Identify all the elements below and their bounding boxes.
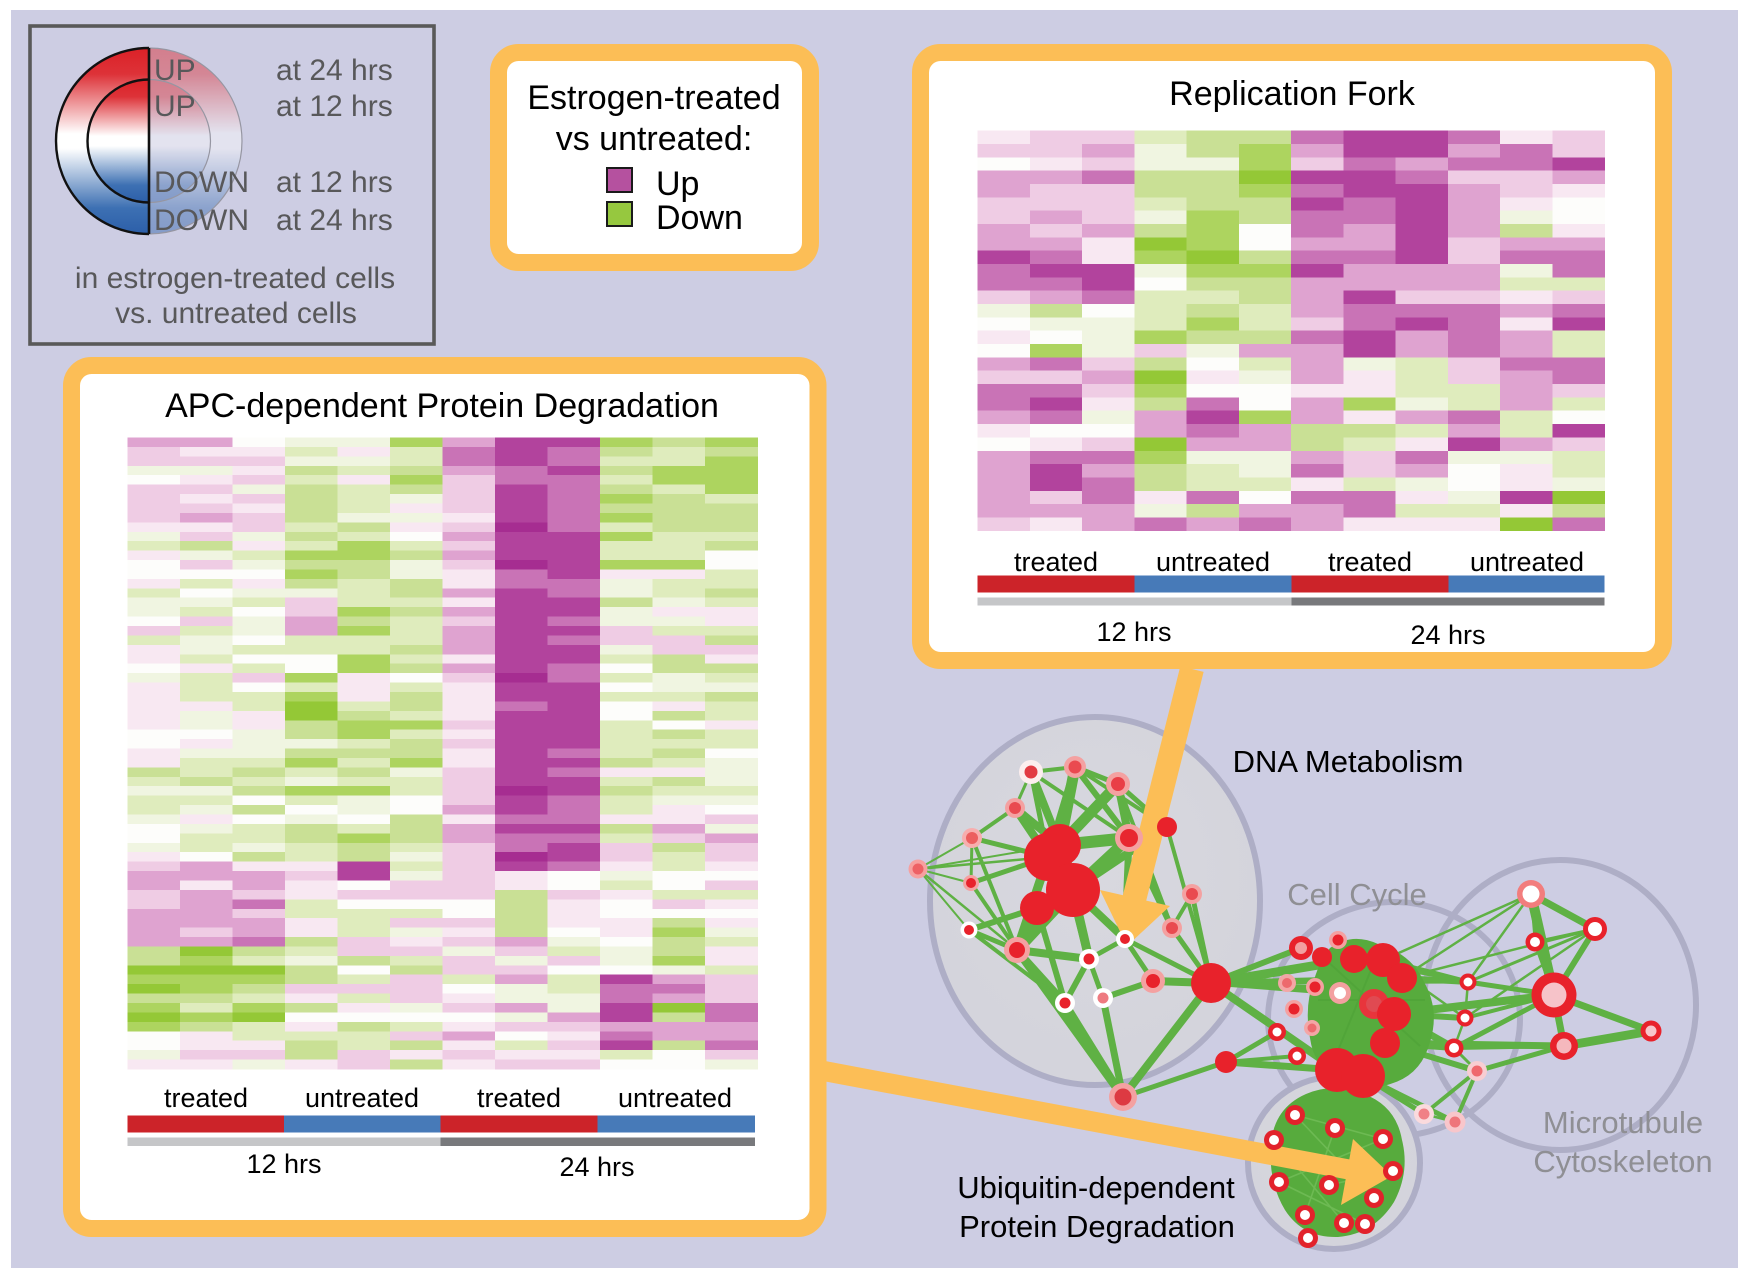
svg-text:vs. untreated cells: vs. untreated cells: [115, 297, 357, 330]
svg-text:DOWN: DOWN: [154, 204, 249, 237]
svg-text:untreated: untreated: [1470, 547, 1584, 577]
svg-text:at 12 hrs: at 12 hrs: [276, 166, 393, 199]
svg-text:DOWN: DOWN: [154, 166, 249, 199]
svg-text:at 24 hrs: at 24 hrs: [276, 204, 393, 237]
svg-text:untreated: untreated: [305, 1083, 419, 1113]
svg-text:Protein Degradation: Protein Degradation: [959, 1209, 1235, 1244]
svg-text:UP: UP: [154, 54, 196, 87]
svg-text:at 12 hrs: at 12 hrs: [276, 90, 393, 123]
svg-text:DNA Metabolism: DNA Metabolism: [1233, 744, 1464, 779]
svg-text:Up: Up: [656, 165, 699, 203]
svg-text:treated: treated: [477, 1083, 561, 1113]
svg-text:Ubiquitin-dependent: Ubiquitin-dependent: [957, 1170, 1235, 1205]
svg-text:in estrogen-treated cells: in estrogen-treated cells: [75, 262, 395, 295]
svg-text:24 hrs: 24 hrs: [1410, 620, 1485, 650]
svg-text:12 hrs: 12 hrs: [246, 1149, 321, 1179]
svg-text:at 24 hrs: at 24 hrs: [276, 54, 393, 87]
svg-text:APC-dependent Protein Degradat: APC-dependent Protein Degradation: [165, 387, 719, 425]
svg-text:treated: treated: [164, 1083, 248, 1113]
svg-text:UP: UP: [154, 90, 196, 123]
svg-text:treated: treated: [1014, 547, 1098, 577]
svg-text:12 hrs: 12 hrs: [1096, 617, 1171, 647]
svg-text:untreated: untreated: [1156, 547, 1270, 577]
svg-text:Estrogen-treated: Estrogen-treated: [527, 79, 780, 117]
svg-text:Cell Cycle: Cell Cycle: [1287, 877, 1427, 912]
svg-text:Microtubule: Microtubule: [1543, 1105, 1703, 1140]
svg-text:24 hrs: 24 hrs: [559, 1152, 634, 1182]
svg-text:vs untreated:: vs untreated:: [556, 120, 753, 158]
svg-text:treated: treated: [1328, 547, 1412, 577]
svg-text:Down: Down: [656, 199, 743, 237]
svg-text:Cytoskeleton: Cytoskeleton: [1533, 1144, 1712, 1179]
svg-text:Replication Fork: Replication Fork: [1169, 75, 1416, 113]
svg-text:untreated: untreated: [618, 1083, 732, 1113]
